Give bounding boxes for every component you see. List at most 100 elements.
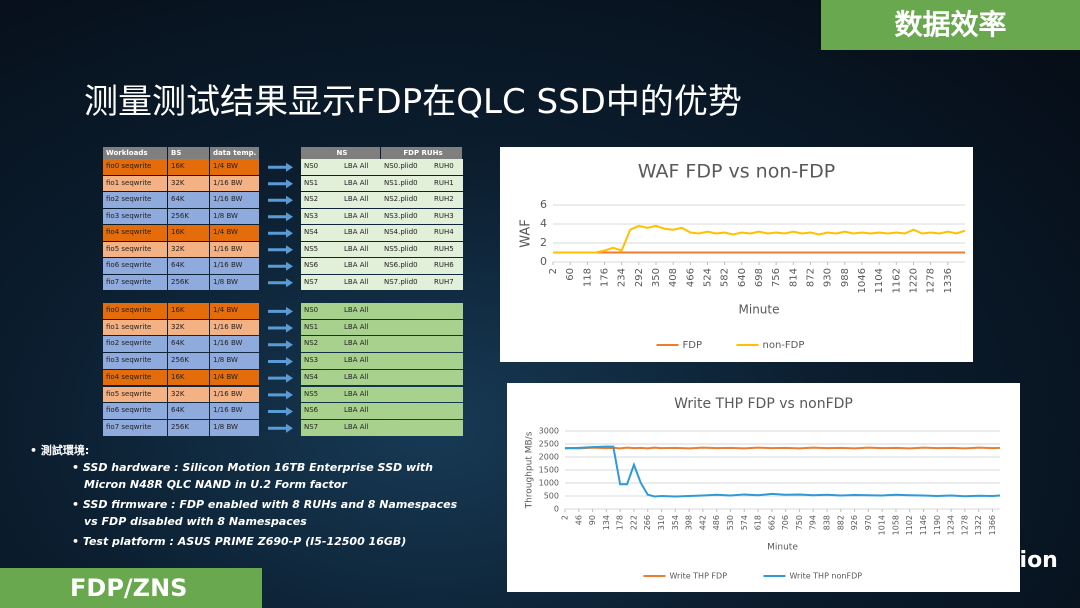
x-tick-label: 1046 (857, 268, 868, 293)
arrow (268, 423, 293, 433)
table-row (301, 369, 463, 386)
notes-list: • SSD hardware : Silicon Motion 16TB Ent… (30, 459, 470, 550)
x-tick-label: 1322 (974, 515, 983, 535)
x-tick-label: 1234 (947, 515, 956, 535)
chart-title: WAF FDP vs non-FDP (638, 161, 836, 183)
series-line (553, 224, 966, 254)
note-label: SSD firmware : (82, 498, 176, 511)
table-row (301, 419, 463, 436)
y-tick-label: 2000 (539, 453, 559, 462)
x-tick-label: 926 (850, 515, 859, 530)
table-cell: LBA All (344, 261, 369, 269)
table-cell: 1/16 BW (210, 192, 259, 208)
x-tick-label: 2 (561, 515, 570, 520)
note-item: • SSD hardware : Silicon Motion 16TB Ent… (72, 461, 433, 491)
x-tick-label: 222 (629, 515, 638, 530)
table-row (301, 159, 463, 175)
x-tick-label: 988 (840, 268, 851, 287)
x-tick-label: 698 (754, 268, 765, 287)
table-cell: 1/16 BW (210, 403, 259, 419)
table-cell: fio7 seqwrite (103, 419, 167, 436)
table-cell: NS2.plid0 (384, 195, 418, 203)
table-cell: 32K (168, 241, 209, 257)
table-cell: fio0 seqwrite (103, 159, 167, 175)
note-item: • SSD firmware : FDP enabled with 8 RUHs… (72, 498, 458, 528)
x-axis-label: Minute (767, 543, 798, 553)
table-cell: 256K (168, 419, 209, 436)
table-row (301, 303, 463, 319)
x-tick-label: 1058 (891, 515, 900, 535)
table-cell: NS6 (304, 406, 319, 415)
table-row (301, 336, 463, 353)
table-cell: NS5 (304, 244, 319, 253)
x-tick-label: 640 (737, 268, 748, 287)
table-cell: 64K (168, 336, 209, 353)
table-cell: NS3 (304, 356, 319, 365)
y-tick-label: 3000 (539, 427, 559, 436)
x-tick-label: 662 (767, 515, 776, 530)
note-text: ASUS PRIME Z690-P (I5-12500 16GB) (177, 535, 407, 548)
x-tick-label: 574 (740, 515, 749, 530)
arrow (268, 278, 293, 288)
legend-label: Write THP FDP (670, 572, 728, 581)
table-cell: RUH4 (434, 228, 454, 236)
table-row (301, 241, 463, 257)
table-cell: LBA All (344, 406, 369, 415)
table-cell: NS1.plid0 (384, 178, 418, 187)
table-cell: 64K (168, 192, 209, 208)
table-cell: LBA All (344, 339, 369, 348)
test-notes: • 測試環境: • SSD hardware : Silicon Motion … (30, 442, 470, 553)
table-cell: NS5.plid0 (384, 244, 418, 253)
series-line (564, 446, 1001, 450)
table-row (301, 208, 463, 224)
table-cell: LBA All (344, 306, 369, 314)
heading-text: 測試環境: (40, 444, 90, 457)
table-cell: 1/4 BW (210, 159, 259, 175)
table-cell: 256K (168, 353, 209, 369)
table-cell: 1/8 BW (210, 419, 259, 436)
arrow (268, 390, 293, 400)
brand: Motion (972, 548, 1058, 573)
x-tick-label: 1102 (905, 515, 914, 535)
table-cell: 16K (168, 303, 209, 319)
x-axis-label: Minute (739, 303, 780, 317)
table-cell: RUH3 (434, 211, 454, 220)
table-cell: NS4 (304, 372, 319, 381)
table-cell: 32K (168, 175, 209, 191)
y-tick-label: 2500 (539, 440, 559, 449)
x-tick-label: 90 (588, 515, 597, 525)
x-tick-label: 1278 (926, 268, 937, 293)
table-cell: fio6 seqwrite (103, 258, 167, 274)
y-axis-label: WAF (519, 219, 534, 248)
x-tick-label: 350 (651, 268, 662, 287)
arrow (268, 179, 293, 189)
table-header-cell: BS (168, 147, 209, 159)
table-row (301, 353, 463, 369)
table-cell: fio7 seqwrite (103, 274, 167, 290)
x-tick-label: 750 (795, 515, 804, 530)
x-tick-label: 354 (671, 515, 680, 530)
x-tick-label: 794 (809, 515, 818, 530)
table-cell: LBA All (344, 422, 369, 431)
x-tick-label: 1220 (909, 268, 920, 293)
table-cell: NS4 (304, 228, 319, 236)
table-row (301, 319, 463, 336)
section-badge: 数据效率 (821, 0, 1080, 50)
x-tick-label: 1104 (874, 268, 885, 293)
arrow (268, 340, 293, 350)
table-cell: 16K (168, 225, 209, 241)
table-cell: 1/16 BW (210, 258, 259, 274)
table-cell: RUH1 (434, 178, 454, 187)
table-cell: LBA All (344, 228, 369, 236)
table-row (301, 274, 463, 290)
table-cell: LBA All (344, 356, 369, 365)
table-header-cell: NS (301, 147, 380, 159)
arrow (268, 228, 293, 238)
table-cell: 256K (168, 274, 209, 290)
table-cell: NS2 (304, 339, 319, 348)
notes-heading: • 測試環境: (30, 444, 90, 457)
x-tick-label: 582 (720, 268, 731, 287)
arrow (268, 323, 293, 333)
